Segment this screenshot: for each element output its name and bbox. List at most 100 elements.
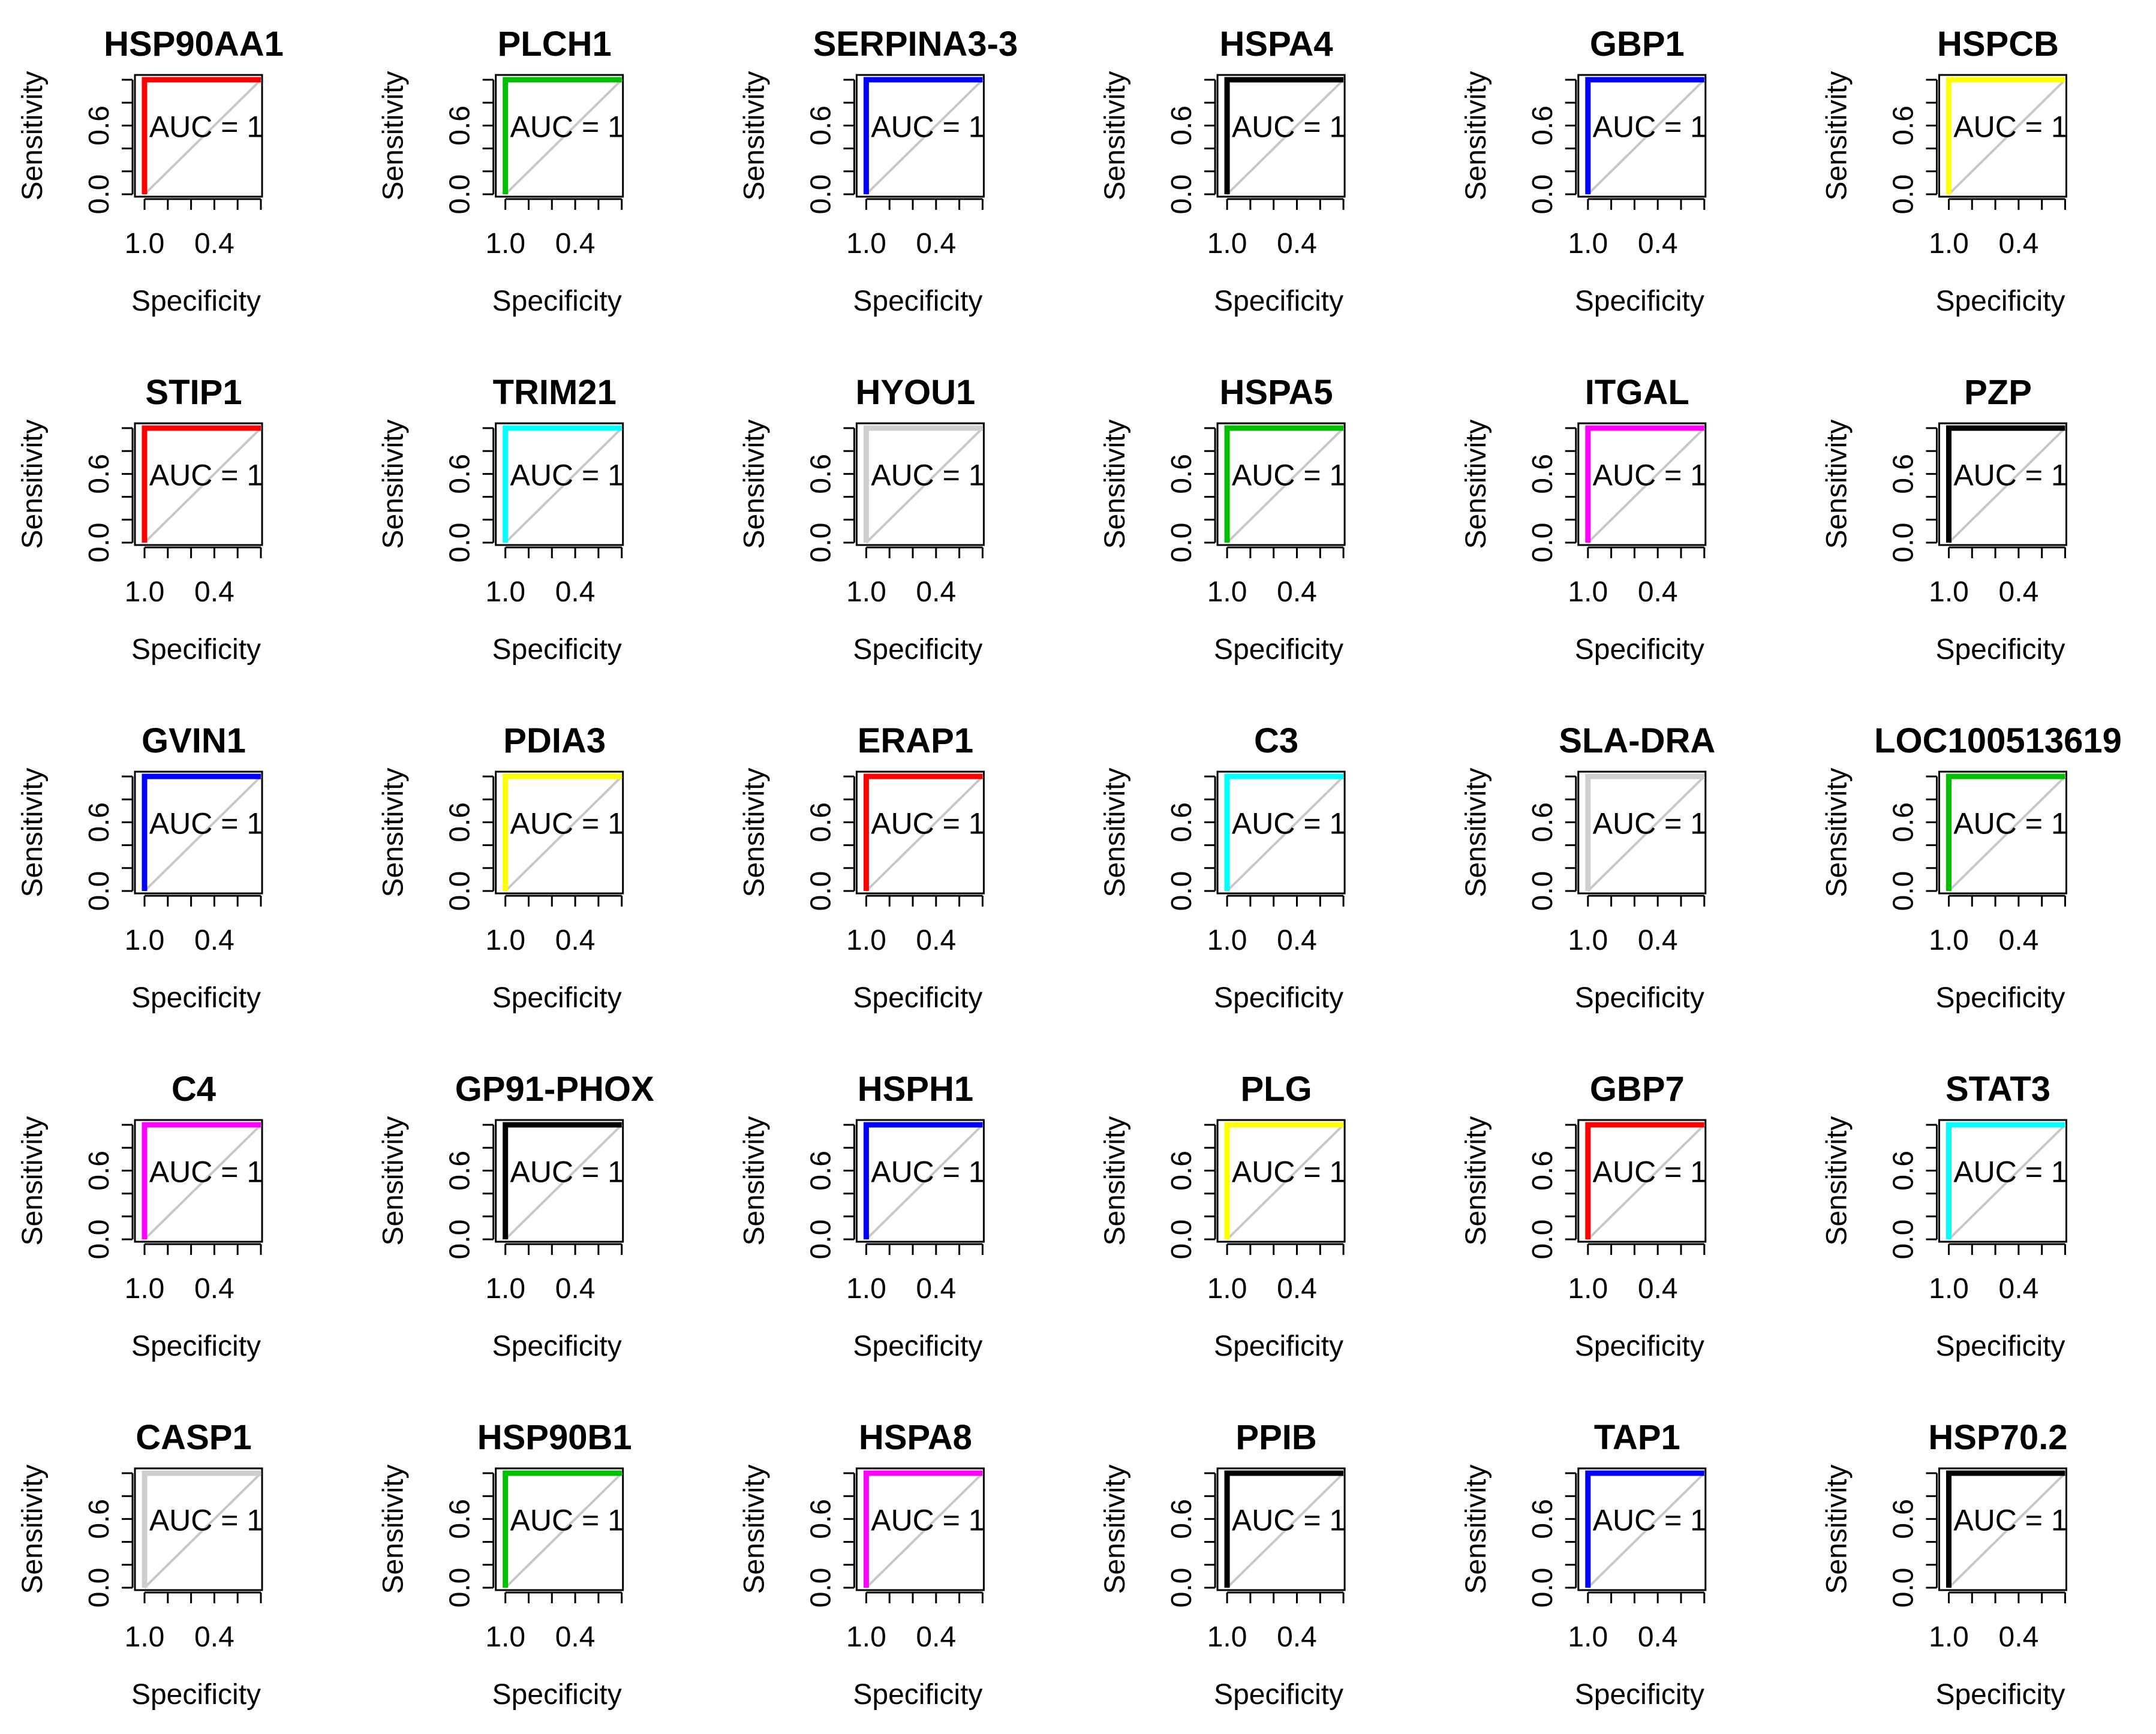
y-axis-label: Sensitivity <box>1099 419 1131 549</box>
roc-panel: SLA-DRA 1.0 0.4 0.0 0.6 Specificity Sensitivit… <box>1460 721 1715 1014</box>
roc-panel: HSPCB 1.0 0.4 0.0 0.6 Specificity Sensitivity A… <box>1821 25 2068 317</box>
panel-title: HSPCB <box>1937 25 2059 64</box>
panel-title: PDIA3 <box>503 721 606 760</box>
x-axis-label: Specificity <box>1214 1330 1343 1362</box>
y-tick-label: 0.6 <box>444 802 476 842</box>
roc-curve <box>1585 1122 1704 1239</box>
roc-curve <box>1946 425 2065 543</box>
panel-title: GBP1 <box>1590 25 1685 64</box>
x-tick-label: 1.0 <box>1929 925 1969 956</box>
roc-curve <box>142 77 261 194</box>
x-axis-label: Specificity <box>131 634 261 666</box>
y-axis-label: Sensitivity <box>738 767 770 897</box>
x-tick-label: 1.0 <box>1207 1273 1247 1305</box>
plot-frame <box>855 422 985 546</box>
reference-diagonal <box>865 427 984 544</box>
roc-panel: PZP 1.0 0.4 0.0 0.6 Specificity Sensitivity AUC… <box>1821 373 2068 666</box>
roc-panel: STIP1 1.0 0.4 0.0 0.6 Specificity Sensitivity A… <box>17 373 263 666</box>
roc-panel: GBP1 1.0 0.4 0.0 0.6 Specificity Sensitivity AU… <box>1460 25 1707 317</box>
roc-panel: GBP7 1.0 0.4 0.0 0.6 Specificity Sensitivity AU… <box>1460 1070 1707 1362</box>
reference-diagonal <box>143 1124 262 1241</box>
roc-panel: HSP90AA1 1.0 0.4 0.0 0.6 Specificity Sensitivi… <box>17 25 284 317</box>
x-tick-label: 0.4 <box>1999 925 2039 956</box>
reference-diagonal <box>143 1472 262 1589</box>
x-axis-label: Specificity <box>131 1330 261 1362</box>
y-tick-label: 0.0 <box>805 1568 837 1608</box>
plot-frame <box>1216 422 1346 546</box>
auc-annotation: AUC = 1 <box>1232 459 1346 492</box>
x-axis-label: Specificity <box>1575 982 1704 1014</box>
panel-title: GBP7 <box>1590 1070 1685 1109</box>
roc-panel: C3 1.0 0.4 0.0 0.6 Specificity Sensitivity AUC … <box>1099 721 1346 1014</box>
roc-panel: STAT3 1.0 0.4 0.0 0.6 Specificity Sensitivity A… <box>1821 1070 2068 1362</box>
x-tick-label: 0.4 <box>194 1621 234 1653</box>
reference-diagonal <box>504 1472 623 1589</box>
y-tick-label: 0.0 <box>83 174 115 215</box>
auc-annotation: AUC = 1 <box>149 1155 263 1189</box>
plot-frame <box>1577 1119 1707 1243</box>
y-tick-label: 0.6 <box>444 454 476 494</box>
roc-panel: GVIN1 1.0 0.4 0.0 0.6 Specificity Sensitivity A… <box>17 721 263 1014</box>
reference-diagonal <box>143 775 262 892</box>
x-tick-label: 0.4 <box>1638 228 1678 260</box>
roc-curve <box>503 1470 622 1588</box>
x-tick-label: 0.4 <box>194 576 234 608</box>
x-tick-label: 0.4 <box>1999 1273 2039 1305</box>
y-axis-label: Sensitivity <box>1099 767 1131 897</box>
roc-curve <box>863 773 983 891</box>
plot-frame <box>134 1467 263 1591</box>
y-tick-label: 0.0 <box>1166 1568 1198 1608</box>
panel-title: PLCH1 <box>498 25 612 64</box>
y-tick-label: 0.0 <box>1527 523 1559 563</box>
x-tick-label: 1.0 <box>1568 228 1608 260</box>
panel-title: CASP1 <box>136 1418 251 1457</box>
x-tick-label: 0.4 <box>916 576 956 608</box>
x-tick-label: 0.4 <box>916 1273 956 1305</box>
x-tick-label: 0.4 <box>1638 1273 1678 1305</box>
y-tick-label: 0.6 <box>444 1499 476 1539</box>
y-axis-label: Sensitivity <box>1821 767 1853 897</box>
panel-title: SERPINA3-3 <box>813 25 1018 64</box>
reference-diagonal <box>1948 79 2066 195</box>
x-tick-label: 0.4 <box>1999 228 2039 260</box>
roc-panel: SERPINA3-3 1.0 0.4 0.0 0.6 Specificity Sensiti… <box>738 25 1018 317</box>
panel-title: HSP70.2 <box>1928 1418 2067 1457</box>
roc-panel: HSPH1 1.0 0.4 0.0 0.6 Specificity Sensitivity A… <box>738 1070 985 1362</box>
roc-curve <box>1585 1470 1704 1588</box>
y-axis-label: Sensitivity <box>17 1116 49 1245</box>
y-axis-label: Sensitivity <box>738 419 770 549</box>
x-axis-label: Specificity <box>1935 1330 2065 1362</box>
y-tick-label: 0.0 <box>444 1220 476 1260</box>
x-axis-label: Specificity <box>131 982 261 1014</box>
roc-curve <box>1224 425 1344 543</box>
y-tick-label: 0.6 <box>1166 454 1198 494</box>
reference-diagonal <box>504 1124 623 1241</box>
x-tick-label: 1.0 <box>1568 576 1608 608</box>
roc-curve <box>863 425 983 543</box>
y-tick-label: 0.0 <box>1527 174 1559 215</box>
plot-frame <box>1577 1467 1707 1591</box>
plot-frame <box>134 422 263 546</box>
x-axis-label: Specificity <box>1935 1679 2065 1711</box>
roc-panel: ITGAL 1.0 0.4 0.0 0.6 Specificity Sensitivity A… <box>1460 373 1707 666</box>
roc-curve <box>142 1122 261 1239</box>
reference-diagonal <box>143 79 262 195</box>
y-tick-label: 0.0 <box>1527 1568 1559 1608</box>
roc-curve <box>1585 425 1704 543</box>
roc-panel: C4 1.0 0.4 0.0 0.6 Specificity Sensitivity AUC … <box>17 1070 263 1362</box>
x-axis-label: Specificity <box>1214 285 1343 317</box>
panel-title: LOC100513619 <box>1874 721 2122 760</box>
y-tick-label: 0.0 <box>83 871 115 911</box>
x-axis-label: Specificity <box>853 1330 982 1362</box>
plot-frame <box>1938 1119 2067 1243</box>
x-tick-label: 1.0 <box>1929 1273 1969 1305</box>
y-tick-label: 0.6 <box>1888 802 1920 842</box>
x-tick-label: 1.0 <box>125 925 165 956</box>
y-tick-label: 0.6 <box>83 454 115 494</box>
x-tick-label: 1.0 <box>846 925 886 956</box>
roc-panel: HSPA4 1.0 0.4 0.0 0.6 Specificity Sensitivity A… <box>1099 25 1346 317</box>
roc-panel: ERAP1 1.0 0.4 0.0 0.6 Specificity Sensitivity A… <box>738 721 985 1014</box>
y-tick-label: 0.0 <box>805 523 837 563</box>
y-axis-label: Sensitivity <box>1099 1116 1131 1245</box>
reference-diagonal <box>1587 427 1706 544</box>
